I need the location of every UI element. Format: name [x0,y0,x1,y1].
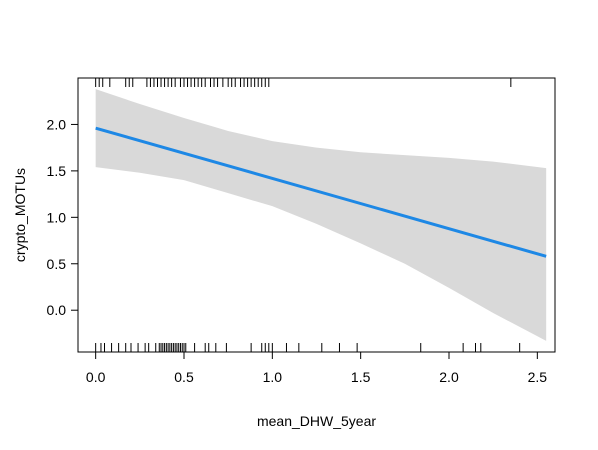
y-tick-label: 1.5 [47,163,67,179]
confidence-band [95,89,547,341]
fit-line-layer [95,126,547,258]
x-tick-label: 0.0 [86,369,106,385]
x-tick-label: 2.0 [439,369,459,385]
fit-line [95,126,547,258]
y-tick-label: 0.5 [47,256,67,272]
confidence-band-layer [95,89,547,341]
x-axis: 0.0 0.5 1.0 1.5 2.0 2.5 [86,352,547,385]
x-axis-label: mean_DHW_5year [257,413,376,429]
y-tick-label: 1.0 [47,209,67,225]
y-tick-label: 2.0 [47,116,67,132]
plot-frame [77,77,556,353]
y-tick-label: 0.0 [47,302,67,318]
y-axis-label: crypto_MOTUs [12,168,28,262]
x-tick-label: 2.5 [528,369,548,385]
x-tick-label: 1.5 [351,369,371,385]
x-tick-label: 1.0 [263,369,283,385]
rug-layer [95,78,521,352]
x-tick-label: 0.5 [174,369,194,385]
y-axis: 0.0 0.5 1.0 1.5 2.0 [47,116,78,318]
